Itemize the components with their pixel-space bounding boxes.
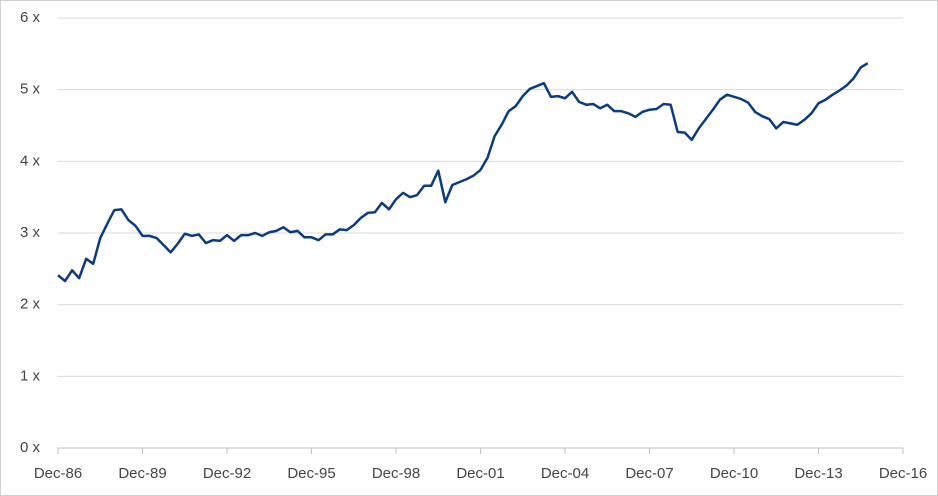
y-tick-label: 0 x [20,439,41,456]
x-tick-label: Dec-95 [287,465,335,482]
y-tick-label: 2 x [20,296,41,313]
line-series [57,62,869,283]
y-tick-label: 1 x [20,367,41,384]
x-tick-label: Dec-04 [541,465,589,482]
x-tick-label: Dec-01 [456,465,504,482]
y-tick-label: 4 x [20,152,41,169]
x-tick-label: Dec-86 [34,465,82,482]
x-tick-label: Dec-92 [203,465,251,482]
y-tick-label: 5 x [20,81,41,98]
x-tick-label: Dec-10 [710,465,758,482]
y-tick-label: 3 x [20,224,41,241]
x-tick-label: Dec-07 [625,465,673,482]
x-tick-label: Dec-98 [372,465,420,482]
y-tick-label: 6 x [20,9,41,26]
x-tick-label: Dec-13 [794,465,842,482]
x-tick-label: Dec-89 [118,465,166,482]
x-tick-label: Dec-16 [879,465,927,482]
